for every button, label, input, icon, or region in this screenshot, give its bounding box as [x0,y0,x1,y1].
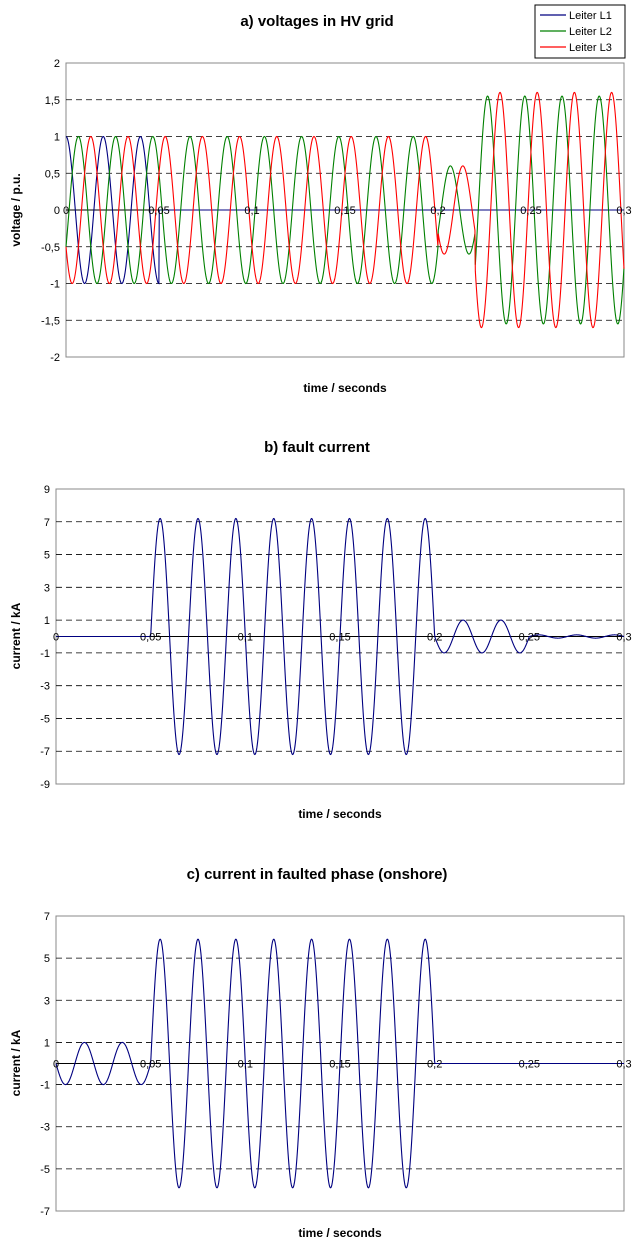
chart-c-y-tick-label: -1 [40,1080,50,1092]
chart-c-series [55,938,624,1189]
chart-a-y-tick-label: -1 [50,279,60,291]
chart-a-series [65,91,625,329]
chart-b: b) fault current 9 7 5 3 1 -1 -3 -5 -7 -9 0 0,05 0,… [9,439,632,821]
chart-b-x-ticks: 0 0,05 0,1 0,15 0,2 0,25 0,3 [53,632,632,644]
chart-a-x-tick-label: 0 [63,205,69,217]
chart-c-series-line-0 [55,938,624,1189]
chart-c-x-tick-label: 0,2 [427,1059,442,1071]
chart-a-x-tick-label: 0,15 [334,205,355,217]
chart-c-y-tick-label: 5 [44,953,50,965]
chart-b-y-tick-label: -7 [40,746,50,758]
legend-item-l1: Leiter L1 [569,10,612,22]
chart-b-y-tick-label: 7 [44,517,50,529]
chart-b-title: b) fault current [264,439,370,456]
chart-a-y-tick-label: 0,5 [45,168,60,180]
chart-c-title: c) current in faulted phase (onshore) [187,866,448,883]
chart-c: c) current in faulted phase (onshore) 7 5… [9,866,632,1240]
chart-b-x-tick-label: 0 [53,632,59,644]
chart-a-y-tick-label: 1 [54,132,60,144]
chart-a-y-tick-label: 2 [54,58,60,70]
chart-c-ylabel: current / kA [9,1029,23,1096]
chart-c-x-tick-label: 0 [53,1059,59,1071]
chart-a-x-ticks: 0 0,05 0,1 0,15 0,2 0,25 0,3 [63,205,632,217]
chart-a-x-tick-label: 0,3 [616,205,631,217]
chart-b-x-tick-label: 0,3 [616,632,631,644]
chart-a-y-ticks: 2 1,5 1 0,5 0 -0,5 -1 -1,5 -2 [41,58,60,364]
chart-a-title: a) voltages in HV grid [240,13,393,30]
chart-b-y-tick-label: -5 [40,713,50,725]
chart-b-y-ticks: 9 7 5 3 1 -1 -3 -5 -7 -9 [40,484,50,791]
chart-c-x-tick-label: 0,1 [238,1059,253,1071]
chart-b-y-tick-label: 9 [44,484,50,496]
chart-c-x-tick-label: 0,3 [616,1059,631,1071]
chart-b-y-tick-label: -9 [40,779,50,791]
chart-b-x-tick-label: 0,25 [519,632,540,644]
chart-c-y-tick-label: -3 [40,1122,50,1134]
chart-b-y-tick-label: -1 [40,648,50,660]
chart-a: a) voltages in HV grid 2 1,5 1 0,5 0 -0,5 -1 -1… [9,4,632,395]
chart-c-x-ticks: 0 0,05 0,1 0,15 0,2 0,25 0,3 [53,1059,632,1071]
chart-b-y-tick-label: 5 [44,550,50,562]
chart-b-x-tick-label: 0,15 [329,632,350,644]
chart-c-y-tick-label: 1 [44,1037,50,1049]
chart-a-y-tick-label: -1,5 [41,315,60,327]
chart-a-y-tick-label: 0 [54,205,60,217]
chart-b-series [56,517,625,756]
chart-a-y-tick-label: -2 [50,352,60,364]
chart-a-x-tick-label: 0,1 [244,205,259,217]
chart-b-series-line-0 [56,517,625,756]
legend-item-l2: Leiter L2 [569,26,612,38]
chart-b-y-tick-label: 3 [44,582,50,594]
chart-c-x-tick-label: 0,15 [329,1059,350,1071]
chart-c-x-tick-label: 0,25 [519,1059,540,1071]
chart-b-y-tick-label: -3 [40,681,50,693]
chart-c-y-tick-label: -7 [40,1206,50,1218]
chart-a-legend: Leiter L1 Leiter L2 Leiter L3 [534,4,626,59]
chart-c-x-tick-label: 0,05 [140,1059,161,1071]
chart-c-xlabel: time / seconds [298,1226,382,1240]
chart-a-series-line-0 [65,135,624,285]
chart-a-x-tick-label: 0,2 [430,205,445,217]
chart-b-x-tick-label: 0,2 [427,632,442,644]
chart-b-xlabel: time / seconds [298,807,382,821]
chart-a-y-tick-label: 1,5 [45,95,60,107]
chart-b-x-tick-label: 0,1 [238,632,253,644]
legend-item-l3: Leiter L3 [569,42,612,54]
chart-b-y-tick-label: 1 [44,615,50,627]
chart-c-y-tick-label: -5 [40,1164,50,1176]
chart-a-series-line-2 [65,91,625,329]
chart-b-ylabel: current / kA [9,602,23,669]
chart-a-xlabel: time / seconds [303,381,387,395]
chart-b-x-tick-label: 0,05 [140,632,161,644]
chart-a-x-tick-label: 0,05 [148,205,169,217]
chart-c-y-ticks: 7 5 3 1 -1 -3 -5 -7 [40,911,50,1218]
chart-a-y-tick-label: -0,5 [41,242,60,254]
chart-c-y-tick-label: 3 [44,995,50,1007]
chart-c-y-tick-label: 7 [44,911,50,923]
chart-a-x-tick-label: 0,25 [520,205,541,217]
chart-a-ylabel: voltage / p.u. [9,173,23,246]
